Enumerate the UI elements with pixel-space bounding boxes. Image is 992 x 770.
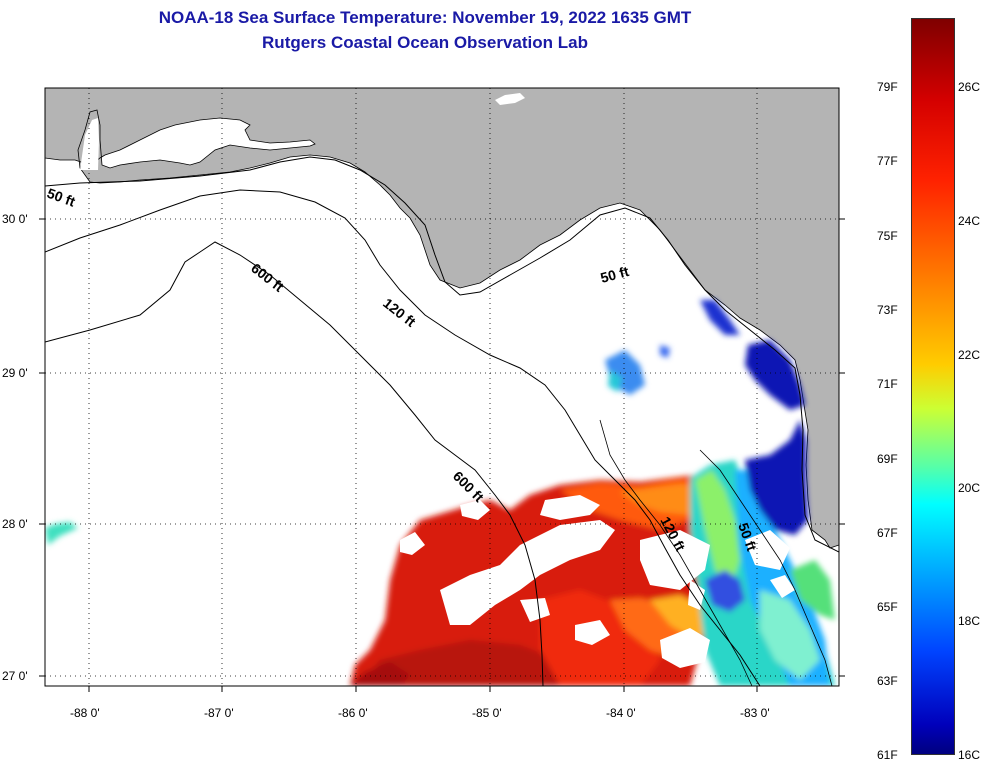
colorbar-c-label: 16C <box>958 748 981 762</box>
y-tick-label: 28 0' <box>2 517 28 531</box>
x-tick-label: -87 0' <box>204 706 234 720</box>
colorbar-f-label: 77F <box>877 154 898 168</box>
contour-120ft <box>45 189 761 686</box>
y-tick-label: 27 0' <box>2 669 28 683</box>
contour-label: 50 ft <box>599 263 631 286</box>
y-tick-label: 29 0' <box>2 366 28 380</box>
colorbar-c-label: 26C <box>958 80 981 94</box>
colorbar-f-label: 73F <box>877 303 898 317</box>
colorbar-c-label: 20C <box>958 481 981 495</box>
x-tick-label: -84 0' <box>606 706 636 720</box>
y-tick-label: 30 0' <box>2 212 28 226</box>
colorbar-c-label: 22C <box>958 348 981 362</box>
temperature-colorbar <box>911 18 955 755</box>
x-tick-label: -88 0' <box>70 706 100 720</box>
colorbar-f-label: 63F <box>877 674 898 688</box>
colorbar-c-label: 18C <box>958 614 981 628</box>
sst-blue-region <box>745 420 808 535</box>
land <box>45 88 839 549</box>
cloud-gap <box>440 520 615 625</box>
x-tick-label: -83 0' <box>740 706 770 720</box>
x-tick-label: -86 0' <box>338 706 368 720</box>
contour-600ft <box>45 241 544 686</box>
colorbar-f-label: 65F <box>877 600 898 614</box>
colorbar-f-label: 71F <box>877 377 898 391</box>
colorbar-f-label: 75F <box>877 229 898 243</box>
contour-50ft-west <box>45 156 839 553</box>
title-line-1: NOAA-18 Sea Surface Temperature: Novembe… <box>158 8 692 27</box>
colorbar-f-label: 79F <box>877 80 898 94</box>
title-line-2: Rutgers Coastal Ocean Observation Lab <box>262 33 588 52</box>
colorbar-f-label: 61F <box>877 748 898 762</box>
colorbar-f-label: 67F <box>877 526 898 540</box>
colorbar-f-label: 69F <box>877 452 898 466</box>
colorbar-c-label: 24C <box>958 214 981 228</box>
axis-ticks <box>39 218 845 692</box>
x-tick-label: -85 0' <box>472 706 502 720</box>
